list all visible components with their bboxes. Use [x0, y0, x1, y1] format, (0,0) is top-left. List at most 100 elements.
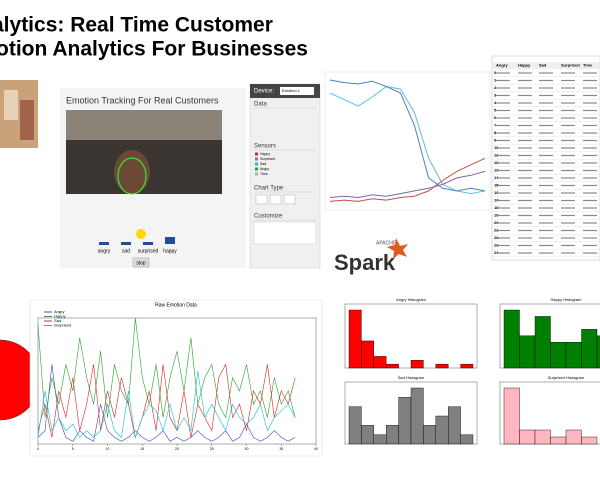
sensor-check[interactable]	[255, 157, 258, 161]
series-line	[37, 364, 296, 442]
series-line	[329, 79, 486, 192]
histogram-bar	[519, 335, 536, 369]
histogram-bar	[348, 309, 362, 369]
photo-detail	[4, 90, 18, 120]
sensor-check[interactable]	[255, 167, 258, 171]
series-line	[37, 371, 296, 439]
raw-title: Raw Emotion Data	[155, 302, 197, 308]
logo-small: APACHE	[376, 240, 397, 246]
stop-label: stop	[136, 260, 146, 266]
emotion-label: angry	[98, 248, 111, 254]
title-line: otion Analytics For Businesses	[0, 38, 308, 61]
row-index: 3	[494, 93, 497, 98]
emotion-label: happy	[163, 248, 177, 254]
chart-type-option[interactable]	[269, 194, 282, 205]
column-header: Sad	[539, 63, 547, 68]
legend-label: Angry	[54, 309, 64, 314]
title-line: alytics: Real Time Customer	[0, 14, 273, 37]
legend-label: Sad	[54, 318, 61, 323]
histogram-bar	[596, 335, 600, 369]
legend-label: Happy	[54, 314, 66, 319]
section-label: Data	[254, 102, 267, 108]
series-line	[329, 157, 486, 202]
x-tick-label: 40	[314, 447, 318, 451]
x-tick-label: 10	[106, 447, 110, 451]
x-tick-label: 5	[72, 447, 74, 451]
legend-label: Surprised	[54, 323, 71, 328]
histogram-bar	[361, 340, 374, 369]
row-index: 5	[494, 108, 497, 113]
row-index: 0	[494, 70, 497, 75]
histogram-bar	[565, 429, 582, 445]
video-wall	[66, 110, 222, 140]
section-label: Chart Type	[254, 186, 284, 192]
histogram-bar	[534, 316, 551, 369]
x-tick-label: 30	[245, 447, 249, 451]
webcam-title: Emotion Tracking For Real Customers	[66, 95, 219, 105]
histogram-bar	[565, 342, 582, 369]
logo-name: Spark	[334, 250, 396, 275]
histogram-bar	[410, 387, 424, 445]
histogram-bar	[519, 429, 536, 445]
sensor-check[interactable]	[255, 172, 258, 176]
sensor-check[interactable]	[255, 162, 258, 166]
emoji	[136, 229, 146, 239]
emotion-icon	[121, 242, 131, 245]
histogram-bar	[373, 434, 387, 445]
chart-type-option[interactable]	[283, 194, 296, 205]
row-index: 1	[494, 78, 497, 83]
customize-box	[253, 221, 317, 245]
x-tick-label: 25	[210, 447, 214, 451]
x-tick-label: 35	[279, 447, 283, 451]
histogram-bar	[386, 425, 399, 445]
histogram-bar	[581, 329, 598, 369]
face-landmarks	[117, 157, 147, 195]
histogram-bar	[460, 434, 474, 445]
histogram-bar	[448, 406, 461, 445]
face	[114, 150, 150, 194]
photo-detail	[20, 100, 34, 140]
sensor-check[interactable]	[255, 152, 258, 156]
series-line	[329, 85, 486, 195]
raw-chart	[29, 299, 323, 457]
x-tick-label: 15	[140, 447, 144, 451]
sensor-label: Happy	[260, 152, 270, 156]
row-index: 8	[494, 130, 497, 135]
column-header: Happy	[518, 63, 531, 68]
histogram-bar	[503, 309, 520, 369]
chart-type-option[interactable]	[255, 194, 268, 205]
logo-star	[387, 238, 408, 259]
histogram-bar	[581, 436, 598, 445]
histogram-bar	[423, 425, 436, 445]
histogram-bar	[550, 342, 567, 369]
histogram-bar	[348, 406, 362, 445]
column-header: Angry	[496, 63, 508, 68]
row-index: 2	[494, 85, 497, 90]
histogram-title: Sad Histogram	[398, 375, 425, 380]
series-line	[329, 170, 486, 199]
section-label: Customize	[254, 214, 283, 220]
device-value: Emotion 1	[282, 88, 301, 93]
table-header	[492, 62, 600, 69]
sensor-label: Time	[260, 172, 268, 176]
device-label: Device:	[254, 89, 274, 95]
histogram-bar	[503, 387, 520, 445]
device-select[interactable]	[280, 87, 314, 95]
stop-button[interactable]	[132, 257, 150, 268]
histogram-bar	[361, 425, 374, 445]
histogram-bar	[534, 429, 551, 445]
sensor-label: Surprised	[260, 157, 275, 161]
row-index: 4	[494, 100, 497, 105]
section-label: Sensors	[254, 144, 276, 150]
column-header: Surprised	[561, 63, 580, 68]
data-table	[491, 55, 600, 261]
histogram-title: Happy Histogram	[551, 297, 583, 302]
histogram-bar	[435, 415, 449, 445]
column-header: Time	[583, 63, 593, 68]
histogram-title: Angry Histogram	[396, 297, 426, 302]
row-index: 7	[494, 123, 497, 128]
histogram-title: Surprised Histogram	[548, 375, 585, 380]
sensor-label: Sad	[260, 162, 266, 166]
row-index: 9	[494, 138, 497, 143]
